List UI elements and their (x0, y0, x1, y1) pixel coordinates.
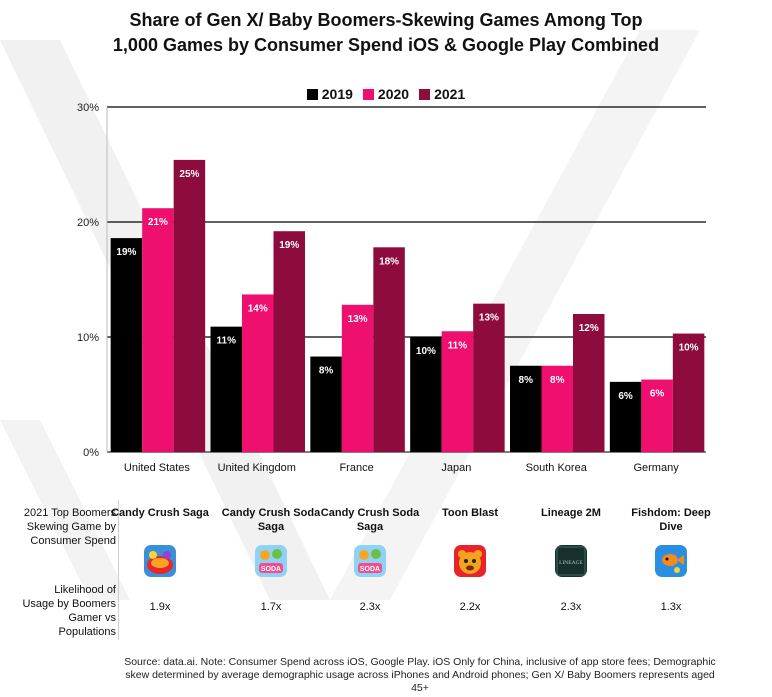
bar-2020 (541, 365, 573, 452)
legend-swatch-2021 (419, 88, 431, 100)
x-tick-label: France (339, 462, 373, 474)
lineage-2m-icon: LINEAGE (555, 545, 587, 577)
source-note: Source: data.ai. Note: Consumer Spend ac… (124, 656, 716, 694)
x-tick-label: United States (124, 462, 191, 474)
x-tick-label: Japan (441, 462, 471, 474)
candy-crush-soda-saga-icon: SODA (354, 545, 386, 577)
legend-item-2020: 2020 (362, 86, 410, 102)
toon-blast-icon (454, 545, 486, 577)
bar-2020 (641, 379, 673, 452)
bar-2019 (609, 381, 642, 452)
likelihood-value: 2.3x (560, 601, 582, 613)
data-label: 8% (319, 366, 334, 377)
data-label: 25% (179, 169, 199, 180)
bar-2021 (672, 333, 705, 452)
data-label: 14% (248, 303, 268, 314)
bar-2021 (373, 247, 405, 452)
candy-crush-soda-saga-icon: SODA (255, 545, 287, 577)
data-label: 8% (519, 375, 534, 386)
legend-item-2019: 2019 (306, 86, 353, 102)
x-tick-label: Germany (633, 462, 679, 474)
bar-2021 (173, 159, 206, 452)
data-label: 18% (379, 256, 399, 267)
bar-2021 (273, 231, 305, 452)
x-tick-label: South Korea (526, 462, 588, 474)
bar-2020 (242, 294, 274, 452)
data-label: 19% (279, 240, 299, 251)
data-label: 13% (348, 314, 368, 325)
candy-crush-saga-icon (144, 545, 176, 577)
data-label: 12% (579, 323, 599, 334)
bar-2019 (210, 326, 242, 452)
y-tick-label: 30% (77, 102, 99, 114)
likelihood-value: 1.3x (660, 601, 682, 613)
legend-label-2019: 2019 (321, 86, 353, 102)
chart-title-line-1: Share of Gen X/ Baby Boomers-Skewing Gam… (129, 10, 643, 30)
y-tick-label: 20% (77, 217, 99, 229)
table-divider (118, 500, 119, 640)
game-name: Fishdom: Deep Dive (631, 507, 711, 533)
bar-2019 (310, 356, 342, 452)
chart-title: Share of Gen X/ Baby Boomers-Skewing Gam… (0, 8, 772, 58)
legend-item-2021: 2021 (419, 86, 465, 102)
data-label: 6% (618, 391, 633, 402)
legend-swatch-2019 (306, 88, 318, 100)
data-label: 13% (479, 313, 499, 324)
bar-2020 (341, 304, 374, 452)
data-label: 10% (416, 346, 436, 357)
y-tick-label: 10% (77, 332, 99, 344)
fishdom-icon (655, 545, 687, 577)
y-tick-label: 0% (83, 447, 99, 459)
x-tick-label: United Kingdom (218, 462, 296, 474)
row-header-top-game: 2021 Top Boomers Skewing Game by Consume… (23, 507, 116, 547)
game-name: Candy Crush Saga (111, 507, 209, 519)
lineage-icon-text: LINEAGE (559, 560, 583, 566)
bar-2019 (110, 238, 143, 452)
data-label: 11% (448, 340, 468, 351)
bar-2019 (410, 337, 442, 452)
row-header-likelihood: Likelihood of Usage by Boomers Gamer vs … (22, 584, 116, 638)
bar-2020 (142, 208, 174, 452)
data-label: 6% (650, 389, 665, 400)
bar-2019 (510, 365, 542, 452)
game-name: Candy Crush Soda Saga (320, 507, 420, 533)
data-label: 10% (679, 343, 699, 354)
likelihood-value: 1.7x (260, 601, 282, 613)
bar-chart: 0% 10% 20% 30% 19% 21% 25% United States 11% 14% 1… (77, 102, 706, 474)
chart-legend: 2019 2020 2021 (0, 86, 772, 102)
soda-icon-text: SODA (360, 566, 380, 573)
chart-title-line-2: 1,000 Games by Consumer Spend iOS & Goog… (112, 35, 660, 55)
bar-2020 (441, 331, 474, 452)
bar-2021 (573, 314, 605, 452)
game-name: Lineage 2M (541, 507, 601, 519)
data-label: 11% (217, 336, 237, 347)
data-label: 19% (116, 247, 136, 258)
data-label: 8% (550, 375, 565, 386)
likelihood-value: 1.9x (149, 601, 171, 613)
likelihood-value: 2.2x (459, 601, 481, 613)
legend-swatch-2020 (362, 88, 374, 100)
bar-2021 (473, 303, 505, 452)
data-label: 21% (148, 217, 168, 228)
game-name: Candy Crush Soda Saga (221, 507, 321, 533)
legend-label-2020: 2020 (377, 86, 410, 102)
legend-label-2021: 2021 (434, 86, 466, 102)
soda-icon-text: SODA (261, 566, 281, 573)
likelihood-value: 2.3x (359, 601, 381, 613)
game-name: Toon Blast (441, 507, 498, 519)
